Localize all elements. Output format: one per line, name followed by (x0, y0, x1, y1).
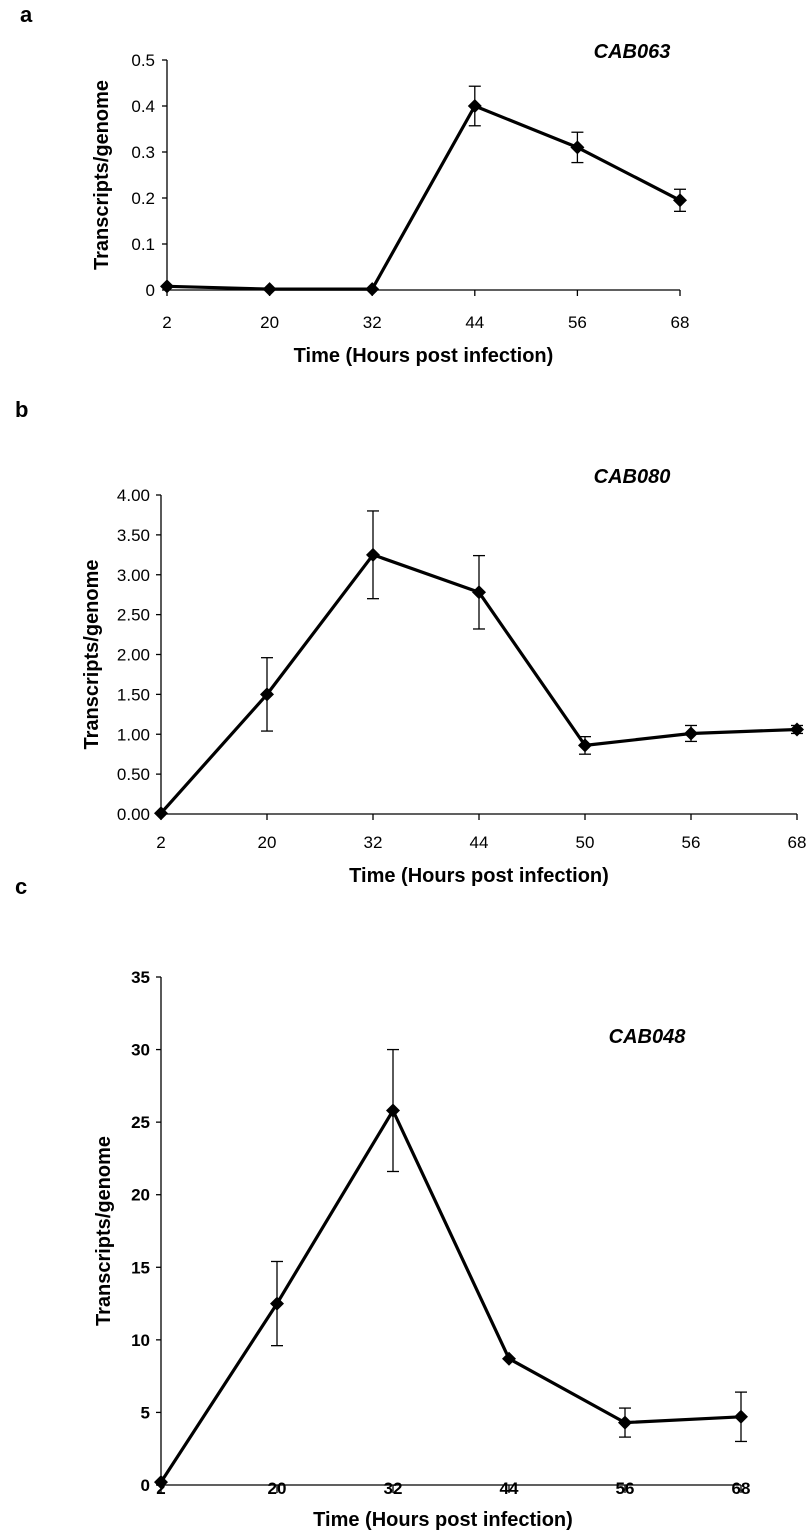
y-tick-label: 0.4 (131, 97, 155, 116)
panel-letter: a (20, 2, 33, 27)
y-tick-label: 3.50 (117, 526, 150, 545)
data-point-marker (260, 687, 274, 702)
x-tick-label: 2 (156, 833, 165, 852)
y-axis-title: Transcripts/genome (93, 1136, 115, 1326)
x-tick-label: 32 (384, 1479, 403, 1498)
y-tick-label: 10 (131, 1331, 150, 1350)
y-tick-label: 0.2 (131, 189, 155, 208)
panel-letter: c (15, 874, 27, 899)
data-point-marker (578, 738, 592, 753)
data-point-marker (366, 547, 380, 562)
x-tick-label: 56 (682, 833, 701, 852)
y-tick-label: 15 (131, 1258, 150, 1277)
y-tick-label: 5 (141, 1403, 150, 1422)
gene-label: CAB048 (609, 1026, 687, 1048)
data-point-marker (262, 282, 277, 297)
data-point-marker (365, 282, 380, 297)
x-tick-label: 32 (363, 313, 382, 332)
panel-a-chart: a CAB063 0 0.1 0.2 0.3 0.4 0.5 2 20 32 44 56 68 Time (… (20, 2, 689, 367)
y-tick-label: 3.00 (117, 566, 150, 585)
y-tick-label: 2.50 (117, 606, 150, 625)
x-tick-label: 68 (671, 313, 690, 332)
data-point-marker (570, 140, 585, 155)
y-tick-label: 4.00 (117, 486, 150, 505)
x-tick-label: 20 (260, 313, 279, 332)
y-tick-label: 20 (131, 1186, 150, 1205)
data-point-marker (684, 726, 698, 741)
y-tick-label: 35 (131, 968, 150, 987)
y-axis-title: Transcripts/genome (81, 559, 103, 749)
y-tick-label: 25 (131, 1113, 150, 1132)
data-point-marker (160, 279, 174, 294)
y-tick-label: 0.3 (131, 143, 155, 162)
x-tick-label: 20 (258, 833, 277, 852)
x-tick-label: 44 (470, 833, 489, 852)
series-line (159, 1108, 742, 1483)
y-tick-label: 30 (131, 1041, 150, 1060)
x-axis-title: Time (Hours post infection) (313, 1509, 573, 1531)
data-point-marker (386, 1103, 400, 1118)
y-tick-label: 0.5 (131, 51, 155, 70)
y-tick-label: 0.50 (117, 765, 150, 784)
data-point-marker (618, 1415, 632, 1430)
y-tick-label: 0.1 (131, 235, 155, 254)
y-tick-label: 1.50 (117, 685, 150, 704)
panel-b-chart: b CAB080 0.00 0.50 1.00 1.50 2.00 2.50 3.00 3.50 4… (15, 397, 806, 887)
data-point-marker (673, 193, 687, 208)
x-tick-label: 32 (364, 833, 383, 852)
data-point-marker (502, 1351, 516, 1366)
gene-label: CAB063 (594, 41, 671, 63)
y-tick-label: 0 (141, 1476, 150, 1495)
x-tick-label: 44 (465, 313, 484, 332)
x-tick-label: 50 (576, 833, 595, 852)
x-tick-label: 56 (616, 1479, 635, 1498)
y-axis-title: Transcripts/genome (91, 80, 113, 270)
data-point-marker (467, 99, 482, 113)
x-tick-label: 56 (568, 313, 587, 332)
data-point-marker (472, 585, 486, 600)
data-point-marker (154, 806, 168, 821)
series-line (166, 104, 681, 291)
data-point-marker (790, 722, 804, 737)
x-axis-title: Time (Hours post infection) (349, 865, 609, 887)
y-tick-label: 2.00 (117, 646, 150, 665)
x-axis-title: Time (Hours post infection) (294, 345, 554, 367)
data-point-marker (270, 1296, 284, 1311)
y-tick-label: 1.00 (117, 725, 150, 744)
x-tick-label: 68 (788, 833, 807, 852)
data-point-marker (734, 1409, 748, 1424)
gene-label: CAB080 (594, 466, 671, 488)
panel-c-chart: cCAB0480510152025303522032445668Time (Ho… (15, 874, 750, 1531)
y-tick-label: 0.00 (117, 805, 150, 824)
y-tick-label: 0 (146, 281, 155, 300)
x-tick-label: 44 (500, 1479, 519, 1498)
data-point-marker (154, 1475, 168, 1490)
panel-letter: b (15, 397, 28, 422)
x-tick-label: 68 (732, 1479, 751, 1498)
x-tick-label: 20 (268, 1479, 287, 1498)
x-tick-label: 2 (162, 313, 171, 332)
